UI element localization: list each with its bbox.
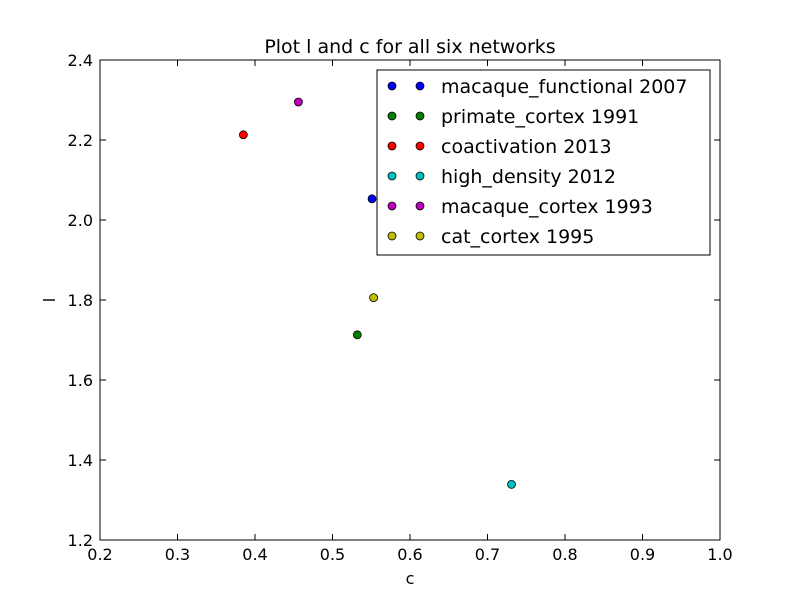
y-tick-label: 2.4 (68, 51, 93, 70)
legend-marker (387, 201, 397, 211)
legend-marker (387, 111, 397, 121)
legend-marker (387, 81, 397, 91)
x-tick-label: 0.3 (165, 545, 190, 564)
legend-marker (387, 171, 397, 181)
data-points (238, 97, 516, 489)
data-point (238, 130, 248, 140)
legend-label: macaque_cortex 1993 (441, 196, 653, 218)
legend-label: macaque_functional 2007 (441, 76, 687, 98)
legend: macaque_functional 2007 primate_cortex 19… (376, 69, 711, 256)
legend-box (376, 69, 711, 256)
axis-ticks: 0.2 0.3 0.4 0.5 0.6 0.7 0.8 0.9 1.0 1.2 1.4 1.6 1.8 2… (68, 51, 733, 564)
y-tick-label: 2.2 (68, 131, 93, 150)
legend-marker (415, 231, 425, 241)
x-tick-label: 0.2 (87, 545, 112, 564)
y-tick-label: 2.0 (68, 211, 93, 230)
data-point (369, 293, 378, 303)
legend-label: cat_cortex 1995 (441, 226, 594, 248)
x-tick-label: 0.7 (475, 545, 500, 564)
legend-marker (415, 141, 425, 151)
legend-label: high_density 2012 (441, 166, 616, 188)
y-tick-label: 1.8 (68, 291, 93, 310)
legend-marker (387, 231, 397, 241)
y-axis-label: l (40, 298, 59, 302)
data-point (367, 194, 377, 204)
x-tick-label: 0.9 (630, 545, 655, 564)
chart-title: Plot l and c for all six networks (264, 36, 555, 58)
legend-marker (415, 201, 425, 211)
x-tick-label: 0.6 (397, 545, 422, 564)
data-point (507, 479, 516, 489)
y-tick-label: 1.4 (68, 451, 93, 470)
legend-marker (415, 171, 425, 181)
y-tick-label: 1.6 (68, 371, 93, 390)
legend-marker (415, 81, 425, 91)
legend-label: primate_cortex 1991 (441, 106, 639, 128)
legend-marker (387, 141, 397, 151)
y-tick-label: 1.2 (68, 531, 93, 550)
x-tick-label: 0.8 (552, 545, 577, 564)
legend-label: coactivation 2013 (441, 136, 612, 158)
data-point (293, 97, 303, 107)
x-tick-label: 0.4 (242, 545, 267, 564)
legend-marker (415, 111, 425, 121)
x-axis-label: c (406, 569, 415, 588)
x-tick-label: 1.0 (707, 545, 732, 564)
x-tick-label: 0.5 (320, 545, 345, 564)
data-point (352, 330, 362, 340)
plot-frame (99, 59, 721, 541)
